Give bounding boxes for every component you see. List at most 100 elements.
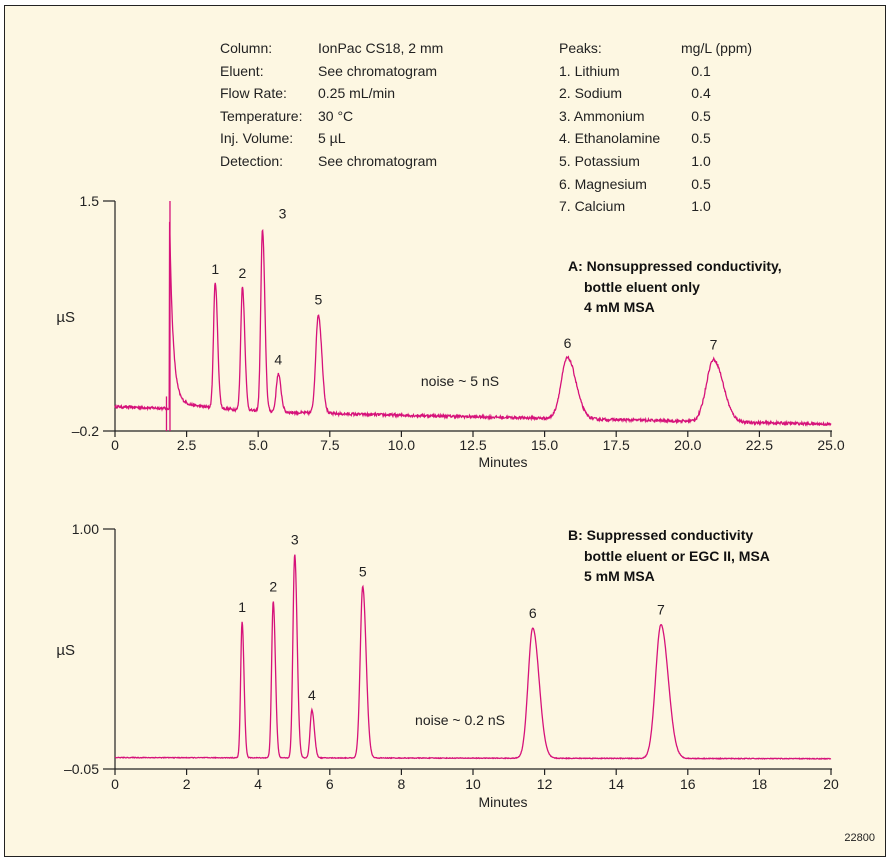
peak-concentration: 0.5: [691, 130, 711, 147]
condition-label: Inj. Volume:: [220, 130, 294, 147]
peak-label: 6: [564, 335, 572, 351]
peak-name: 3. Ammonium: [559, 107, 645, 124]
annotation-line: A: Nonsuppressed conductivity,: [568, 258, 782, 274]
y-axis-label: µS: [56, 642, 75, 659]
condition-value: IonPac CS18, 2 mm: [318, 40, 444, 56]
x-tick-label: 2.5: [177, 437, 197, 453]
y-tick-label: 1.5: [80, 193, 100, 209]
condition-label: Temperature:: [220, 107, 303, 124]
condition-label: Column:: [220, 40, 273, 56]
peak-label: 4: [274, 351, 282, 367]
y-tick-label: –0.2: [72, 423, 99, 439]
condition-label: Eluent:: [220, 62, 264, 79]
x-tick-label: 2: [183, 776, 191, 792]
peak-label: 2: [239, 265, 247, 281]
x-tick-label: 20.0: [674, 437, 701, 453]
peaks-table: Peaks: mg/L (ppm) 1. Lithium 0.1 2. Sodium…: [559, 37, 752, 218]
x-tick-label: 0: [111, 437, 119, 453]
peak-label: 1: [211, 261, 219, 277]
peak-row: 5. Potassium 1.0: [559, 150, 752, 173]
peaks-header-unit: mg/L (ppm): [681, 40, 753, 56]
peak-row: 2. Sodium 0.4: [559, 82, 752, 105]
peak-row: 6. Magnesium 0.5: [559, 173, 752, 196]
peak-concentration: 1.0: [691, 152, 711, 169]
peak-name: 5. Potassium: [559, 152, 640, 169]
x-tick-label: 22.5: [746, 437, 773, 453]
chromatogram-trace: [114, 221, 832, 427]
peak-row: 4. Ethanolamine 0.5: [559, 127, 752, 150]
chart-b-annotation: B: Suppressed conductivity bottle eluent…: [568, 525, 770, 587]
x-tick-label: 14: [608, 776, 624, 792]
x-tick-label: 10: [465, 776, 481, 792]
noise-label: noise ~ 0.2 nS: [415, 712, 505, 728]
conditions-table: Column: IonPac CS18, 2 mm Eluent: See chro…: [220, 37, 443, 173]
condition-value: 30 °C: [318, 107, 354, 124]
noise-label: noise ~ 5 nS: [421, 373, 499, 389]
peak-label: 7: [657, 602, 665, 618]
x-tick-label: 10.0: [388, 437, 415, 453]
x-tick-label: 8: [398, 776, 406, 792]
peak-label: 2: [269, 578, 277, 594]
annotation-line: bottle eluent or EGC II, MSA: [584, 547, 770, 564]
figure-id: 22800: [844, 832, 875, 844]
peak-label: 4: [308, 687, 316, 703]
peak-label: 1: [238, 599, 246, 615]
chromatogram-trace: [114, 554, 832, 761]
x-tick-label: 17.5: [603, 437, 630, 453]
condition-row-column: Column: IonPac CS18, 2 mm: [220, 37, 443, 60]
peaks-header-label: Peaks:: [559, 40, 602, 56]
peak-row: 3. Ammonium 0.5: [559, 105, 752, 128]
chart-a-annotation: A: Nonsuppressed conductivity, bottle el…: [568, 256, 782, 318]
condition-row-flow-rate: Flow Rate: 0.25 mL/min: [220, 82, 443, 105]
x-tick-label: 18: [752, 776, 768, 792]
peak-concentration: 0.1: [691, 62, 711, 79]
peak-label: 5: [314, 292, 322, 308]
chromatogram-figure: 1.5 –0.2 µS 0 2.5 5.0 7.5 10.0 12.5 15.0 17.5 20.0 2…: [4, 5, 886, 857]
peak-concentration: 0.5: [691, 107, 711, 124]
condition-value: See chromatogram: [318, 62, 438, 79]
peaks-header: Peaks: mg/L (ppm): [559, 37, 752, 60]
peak-label: 7: [710, 337, 718, 353]
x-axis-label: Minutes: [478, 794, 527, 810]
peak-concentration: 1.0: [691, 198, 711, 215]
peak-row: 1. Lithium 0.1: [559, 60, 752, 83]
y-axis-label: µS: [56, 309, 75, 326]
peak-label: 3: [291, 531, 299, 547]
x-tick-label: 5.0: [248, 437, 268, 453]
x-tick-label: 15.0: [531, 437, 558, 453]
x-tick-label: 0: [111, 776, 119, 792]
peak-label: 6: [529, 605, 537, 621]
chromatogram-plots: 1.5 –0.2 µS 0 2.5 5.0 7.5 10.0 12.5 15.0 17.5 20.0 2…: [56, 193, 844, 810]
y-tick-label: 1.00: [72, 521, 99, 537]
peak-name: 1. Lithium: [559, 62, 620, 79]
condition-row-detection: Detection: See chromatogram: [220, 150, 443, 173]
annotation-line: bottle eluent only: [584, 278, 700, 295]
x-tick-label: 6: [326, 776, 334, 792]
condition-value: 0.25 mL/min: [318, 85, 396, 102]
peak-label: 3: [279, 205, 287, 221]
condition-row-temperature: Temperature: 30 °C: [220, 105, 443, 128]
annotation-line: 4 mM MSA: [584, 299, 655, 315]
annotation-line: 5 mM MSA: [584, 568, 655, 584]
x-tick-label: 16: [680, 776, 696, 792]
x-axis-label: Minutes: [478, 454, 527, 470]
peak-name: 6. Magnesium: [559, 175, 647, 192]
peak-row: 7. Calcium 1.0: [559, 195, 752, 218]
condition-label: Detection:: [220, 152, 284, 169]
annotation-line: B: Suppressed conductivity: [568, 527, 754, 543]
x-tick-label: 4: [254, 776, 262, 792]
peak-name: 4. Ethanolamine: [559, 130, 661, 147]
x-tick-label: 12.5: [459, 437, 486, 453]
peak-concentration: 0.4: [691, 85, 711, 102]
condition-row-injection-volume: Inj. Volume: 5 µL: [220, 127, 443, 150]
x-tick-label: 12: [537, 776, 553, 792]
y-tick-label: –0.05: [64, 761, 99, 777]
peak-label: 5: [359, 564, 367, 580]
condition-value: See chromatogram: [318, 152, 438, 169]
x-tick-label: 20: [823, 776, 839, 792]
condition-label: Flow Rate:: [220, 85, 287, 102]
x-tick-label: 25.0: [817, 437, 844, 453]
peak-name: 7. Calcium: [559, 198, 626, 215]
peak-concentration: 0.5: [691, 175, 711, 192]
x-tick-label: 7.5: [320, 437, 340, 453]
